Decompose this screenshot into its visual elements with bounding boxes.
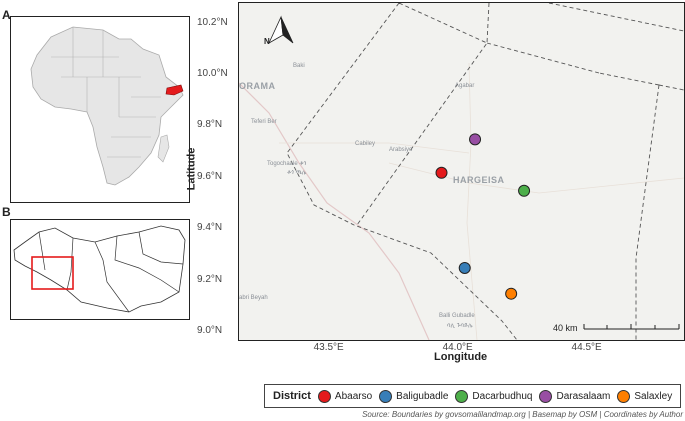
legend-label: Dacarbudhuq [472, 390, 533, 402]
district-legend: District Abaarso Baligubadle Dacarbudhuq Da… [264, 384, 682, 408]
africa-map [30, 26, 184, 186]
somaliland-outline [13, 225, 186, 313]
somaliland-map [13, 225, 186, 313]
district-boundaries [286, 3, 684, 340]
road-1 [239, 82, 430, 340]
road-2 [466, 62, 478, 340]
district-points [435, 133, 531, 300]
north-label: N [264, 37, 270, 46]
x-axis-title: Longitude [434, 351, 488, 363]
district-point-abaarso [435, 166, 448, 179]
legend-swatch [455, 389, 469, 403]
north-arrow [268, 15, 294, 44]
basemap-label-orama: ORAMA [239, 81, 276, 91]
legend-swatch [539, 389, 553, 403]
legend-label: Salaxley [634, 390, 673, 402]
district-point-dacarbudhuq [518, 184, 531, 197]
y-axis-title: Latitude [185, 147, 198, 191]
basemap-label-hargeisa: HARGEISA [453, 175, 505, 185]
legend-label: Abaarso [334, 390, 373, 402]
district-point-darasalaam [469, 133, 482, 146]
legend-title: District [273, 390, 311, 402]
region-borders [38, 231, 184, 313]
legend-item-dacarbudhuq: Dacarbudhuq [455, 389, 533, 403]
y-tick-label: 10.0°N [197, 68, 228, 80]
panel-a-label: A [2, 8, 11, 22]
basemap-label-cabiley: Cabiley [355, 141, 376, 147]
y-tick-label: 9.4°N [197, 222, 223, 234]
country-borders [51, 27, 161, 158]
district-point-salaxley [505, 287, 518, 300]
basemap-label-arabsiyo: Arabsiyo [389, 147, 413, 153]
main-map: N 40 km ORAMA Baki Agabar Teferi Ber Cab… [238, 2, 685, 341]
x-tick-label: 43.5°E [313, 342, 344, 353]
legend-label: Baligubadle [396, 390, 449, 402]
basemap-label-agabar: Agabar [455, 83, 475, 89]
basemap-label-balli-gubadle: Balli Gubadle [439, 313, 475, 319]
legend-label: Darasalaam [556, 390, 611, 402]
source-note: Source: Boundaries by govsomalilandmap.o… [362, 410, 683, 419]
north-arrow-left [268, 15, 284, 44]
legend-swatch [379, 389, 393, 403]
legend-item-darasalaam: Darasalaam [539, 389, 611, 403]
somaliland-inset [10, 219, 190, 320]
y-tick-label: 9.2°N [197, 273, 223, 285]
basemap-label-baki: Baki [293, 63, 305, 69]
africa-shape [30, 26, 184, 186]
x-tick-label: 44.5°E [571, 342, 602, 353]
legend-swatch [617, 389, 631, 403]
legend-items: Abaarso Baligubadle Dacarbudhuq Darasalaam S… [317, 389, 673, 403]
scale-label: 40 km [553, 323, 578, 333]
basemap-label-abri-beyah: abri Beyah [239, 295, 268, 301]
study-area-box [31, 256, 74, 290]
africa-inset [10, 16, 190, 203]
panel-b-label: B [2, 205, 11, 219]
y-tick-label: 9.0°N [197, 325, 223, 337]
boundary-right [548, 3, 684, 32]
y-tick-label: 9.8°N [197, 119, 223, 131]
legend-swatch [317, 389, 331, 403]
basemap-label-teferi-ber: Teferi Ber [251, 119, 277, 125]
legend-item-baligubadle: Baligubadle [379, 389, 449, 403]
road-4 [279, 142, 470, 154]
basemap-label-togochaale: Togochaale ቶጎ [267, 161, 307, 167]
north-arrow-right [280, 16, 294, 44]
road-3 [388, 162, 684, 194]
madagascar-shape [157, 134, 170, 163]
y-tick-label: 9.6°N [197, 170, 223, 182]
basemap [239, 3, 684, 340]
x-tick-label: 44.0°E [442, 342, 473, 353]
legend-item-abaarso: Abaarso [317, 389, 373, 403]
scale-bar [583, 324, 680, 330]
basemap-label-togochaale-am: ቶጎ ጫሌ [287, 170, 307, 176]
somaliland-highlight [165, 84, 184, 96]
legend-item-salaxley: Salaxley [617, 389, 673, 403]
y-tick-label: 10.2°N [197, 16, 228, 28]
district-point-baligubadle [458, 261, 471, 274]
basemap-label-balli-gubadle-am: ባሊ ጉባድሌ [447, 323, 473, 329]
